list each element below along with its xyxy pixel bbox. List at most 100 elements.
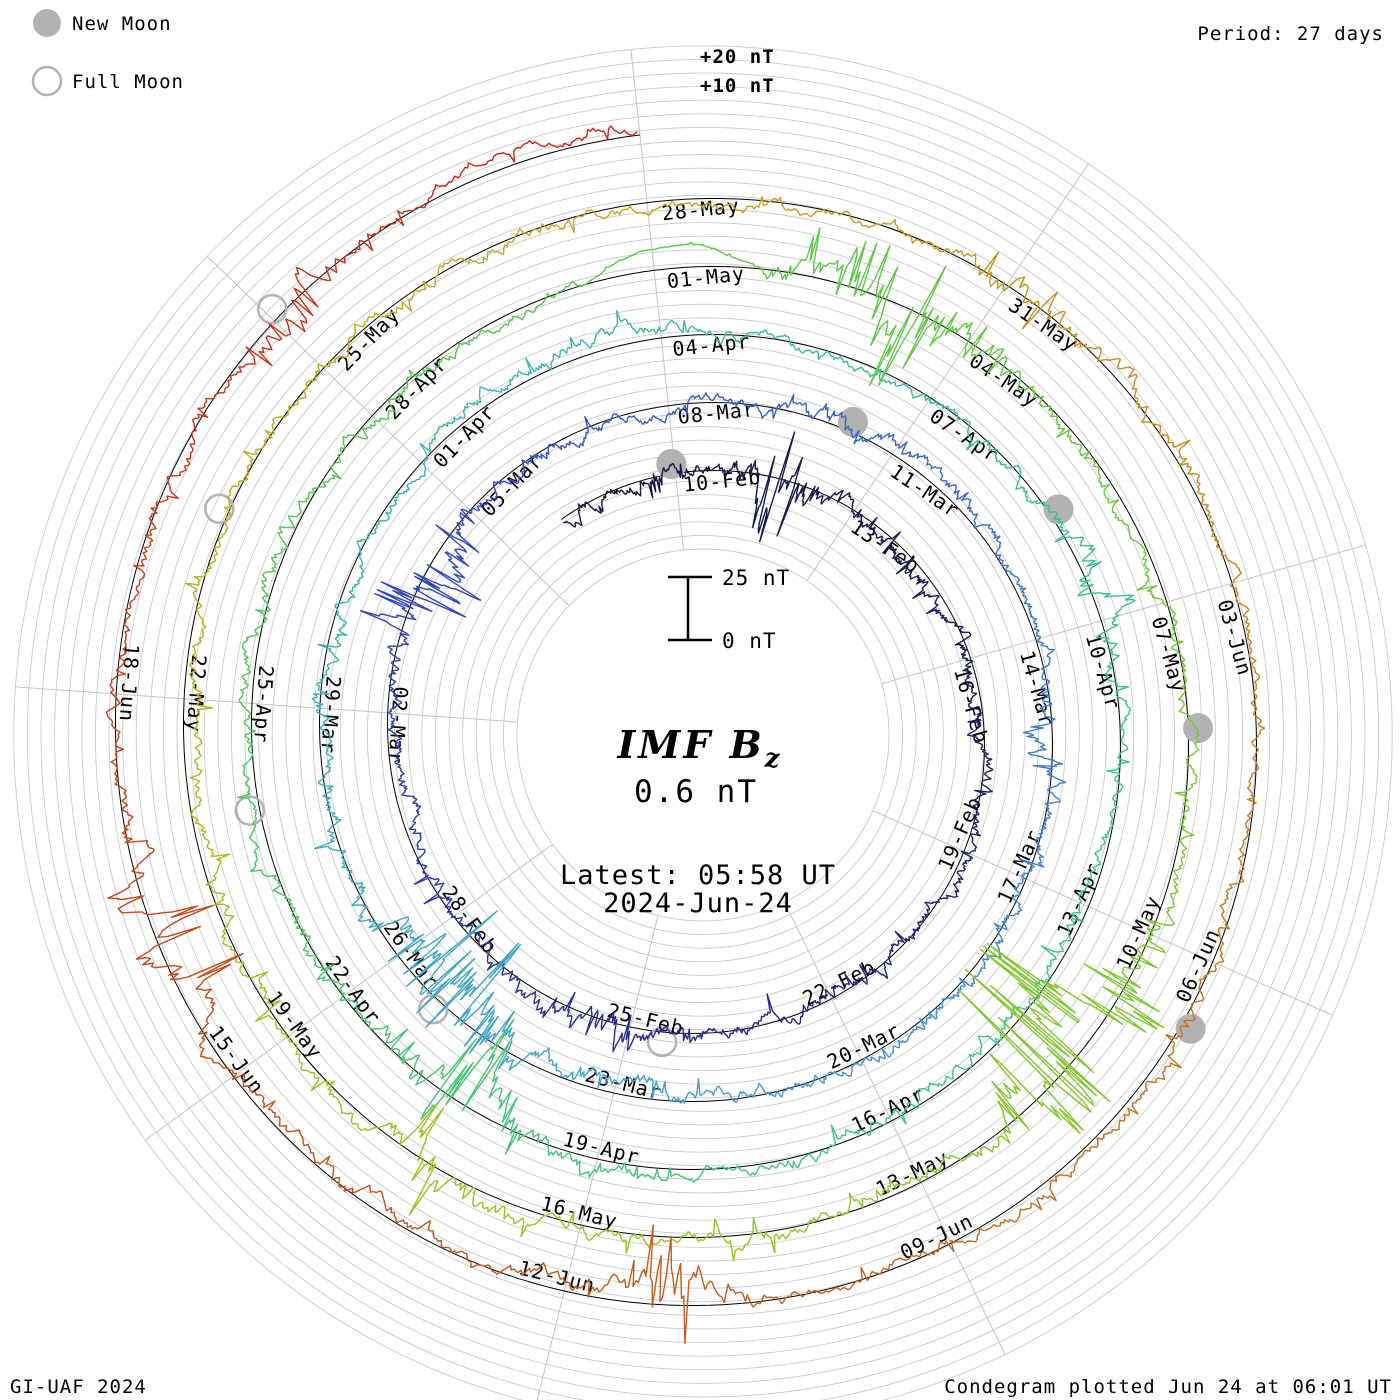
bz-trace-segment <box>666 1026 710 1043</box>
grid-circle <box>13 45 1393 1400</box>
bz-trace-segment <box>1104 654 1132 714</box>
bz-trace-segment <box>327 312 387 367</box>
bz-trace-segment <box>193 700 213 774</box>
grid-circle <box>230 262 1176 1208</box>
bz-trace-segment <box>949 1035 1000 1080</box>
bz-trace-segment <box>477 937 506 976</box>
bz-trace-segment <box>1049 1131 1113 1186</box>
bz-trace-segment <box>1219 845 1246 923</box>
bz-trace-segment <box>560 415 604 449</box>
bz-trace-segment <box>505 970 541 1005</box>
new-moon-label: New Moon <box>72 13 172 35</box>
grid-circle <box>475 507 931 963</box>
bz-trace-segment <box>338 1100 403 1140</box>
bz-trace-segment <box>385 1028 445 1086</box>
bz-trace-segment <box>1039 674 1056 725</box>
bz-trace-segment <box>1085 831 1109 888</box>
bz-trace-segment <box>986 348 1045 404</box>
bz-trace-segment <box>858 944 894 981</box>
bz-trace-segment <box>983 1185 1057 1232</box>
bz-trace-segment <box>434 329 488 370</box>
date-label: 02-Mar <box>383 686 412 766</box>
bz-trace-segment <box>107 870 214 960</box>
full-moon-marker <box>256 293 288 325</box>
bz-trace-segment <box>736 196 812 218</box>
bz-trace-segment <box>302 944 346 998</box>
bz-trace-segment <box>600 1162 664 1182</box>
bz-trace-segment <box>457 1181 524 1225</box>
bz-trace-segment <box>416 942 522 1028</box>
bz-trace-segment <box>388 651 401 700</box>
date-label: 18-Jun <box>115 643 144 723</box>
bz-trace-segment <box>740 399 790 420</box>
bz-trace-segment <box>237 760 258 827</box>
bz-trace-segment <box>463 1004 515 1070</box>
bz-trace-segment <box>982 915 1010 962</box>
full-moon-marker <box>204 493 235 525</box>
bz-trace-segment <box>468 372 519 406</box>
bz-trace-segment <box>956 412 997 456</box>
bz-trace-segment <box>1022 722 1064 774</box>
grid-spoke <box>872 810 1333 1016</box>
bz-trace-segment <box>385 265 444 318</box>
baseline-zero-line <box>115 134 1257 1306</box>
grid-circle <box>122 154 1284 1316</box>
bz-trace-segment <box>334 590 356 646</box>
bz-trace-segment <box>1030 500 1085 543</box>
bz-trace-segment <box>298 454 342 509</box>
grid-circles <box>13 45 1393 1400</box>
grid-circle <box>190 222 1216 1248</box>
bz-trace-segment <box>752 1289 834 1308</box>
bz-trace-segment <box>544 266 607 300</box>
new-moon-marker <box>837 407 868 438</box>
bz-trace-segment <box>442 238 515 268</box>
bz-trace-segment <box>446 905 482 939</box>
bz-trace-segment <box>559 125 638 148</box>
plus10-label: +10 nT <box>700 75 775 97</box>
bz-trace-segment <box>420 1018 515 1120</box>
bz-trace-segment <box>563 501 599 528</box>
bz-trace-segment <box>1038 402 1082 456</box>
bz-trace-segment <box>804 485 852 505</box>
bz-trace-segment <box>387 366 437 414</box>
bz-trace-segment <box>1021 291 1087 348</box>
bz-trace-segment <box>663 1165 727 1183</box>
bz-trace-segment <box>1080 450 1119 514</box>
bz-trace-segment <box>189 772 211 845</box>
bz-trace-segment <box>223 323 287 394</box>
bz-trace-segment <box>334 210 405 268</box>
bz-trace-segment <box>888 218 963 254</box>
new-moon-icon <box>33 9 61 37</box>
bz-trace-segment <box>969 809 982 853</box>
bz-trace-segment <box>366 493 400 540</box>
bz-trace-segment <box>592 1224 674 1308</box>
bz-trace-segment <box>947 961 986 1000</box>
grid-circle <box>81 113 1325 1357</box>
bz-trace-segment <box>740 235 815 281</box>
grid-circle <box>489 521 917 949</box>
new-moon-marker <box>1175 1013 1206 1044</box>
bz-trace-segment <box>809 227 891 297</box>
bz-trace-segment <box>910 997 948 1035</box>
bz-trace-segment <box>413 870 453 909</box>
bz-trace-segment <box>740 329 798 351</box>
grid-spoke <box>806 163 1089 582</box>
grid-circle <box>94 126 1312 1344</box>
bz-trace-segment <box>339 996 391 1044</box>
bz-trace-segment <box>1084 343 1139 404</box>
bz-trace-segment <box>374 572 482 618</box>
bz-trace-segment <box>925 459 960 500</box>
grid-circle <box>326 358 1080 1112</box>
bz-trace-segment <box>580 1005 623 1053</box>
bz-trace-segment <box>615 1074 667 1101</box>
bz-trace-segment <box>373 1190 439 1242</box>
grid-circle <box>339 371 1067 1099</box>
bz-trace-segment <box>1106 713 1130 775</box>
bz-trace-segment <box>788 394 838 422</box>
bz-trace-segment <box>850 365 906 387</box>
bz-trace-segment <box>311 695 333 751</box>
bz-trace-segment <box>561 1066 616 1088</box>
bz-trace-segment <box>426 524 482 601</box>
